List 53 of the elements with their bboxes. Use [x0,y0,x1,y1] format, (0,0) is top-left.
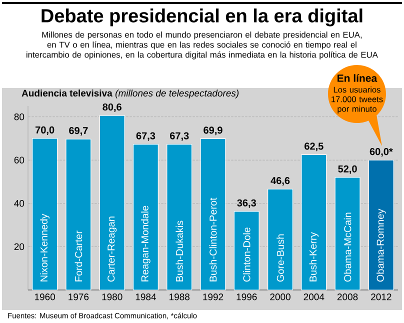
bar [132,144,158,291]
x-tick-label: 2012 [371,294,392,300]
y-tick-label: 80 [14,114,24,120]
bar [334,177,360,291]
annotation: Bush-Kerry [309,232,319,282]
bar [234,211,260,291]
annotation: Ford-Carter [74,230,82,282]
chart-title: Debate presidencial en la era digital [42,8,362,27]
annotation: Gore-Bush [276,234,284,282]
x-tick-label: 1980 [102,294,122,300]
data-label: 67,3 [136,132,156,142]
y-tick-label: 60 [14,156,24,164]
x-tick-label: 1976 [68,294,89,300]
data-label: 69,7 [69,127,88,136]
bar [66,139,92,291]
x-tick-label: 1984 [136,294,156,300]
annotation: Nixon-Kennedy [40,214,50,282]
x-tick-label: 2004 [304,294,324,300]
data-label: 69,9 [204,126,222,136]
annotation: Los usuarios 17.000 tweets por minuto [332,86,383,114]
data-label: 80,6 [102,104,122,112]
x-tick-label: 1996 [236,294,257,300]
bar [32,138,58,291]
data-label: 70,0 [36,126,54,136]
annotation: Obama-McCain [344,212,352,282]
bar [368,160,394,291]
bar [166,144,192,291]
bar [200,138,226,291]
data-label: 60,0* [370,148,393,157]
data-label: 46,6 [270,177,290,186]
annotation: Bush-Clinton-Perot [209,198,217,282]
data-label: 62,5 [304,142,324,152]
y-tick-label: 20 [14,244,24,250]
x-tick-label: 1988 [170,294,190,300]
x-tick-label: 1992 [203,294,224,300]
x-tick-label: 1960 [34,294,56,300]
text: En línea [338,74,378,82]
annotation: Bush-Dukakis [176,221,184,282]
data-label: 67,3 [170,132,189,142]
y-axis-title: Audiencia televisiva (millones de telespectadores) [22,90,239,99]
x-tick-label: 2008 [337,294,358,300]
chart-subtitle: Millones de personas en todo el mundo presenciaron el debate presidencial en EUA, en TV o en línea, mientras que en las redes sociales se conoció en tiempo real el intercambio de opiniones, en la cobertura digital más inmediata en la historia política de EUA [26,32,378,60]
annotation: Reagan-Mondale [141,206,150,282]
x-tick-label: 2000 [270,294,290,300]
annotation: Carter-Reagan [108,216,117,282]
annotation: Clinton-Dole [242,228,250,282]
bar [99,115,125,291]
annotation: Obama-Romney [376,209,386,282]
data-label: 36,3 [237,200,256,208]
bar [301,154,327,291]
data-label: 52,0 [338,166,357,174]
y-tick-label: 40 [14,200,24,207]
bar [268,189,294,291]
